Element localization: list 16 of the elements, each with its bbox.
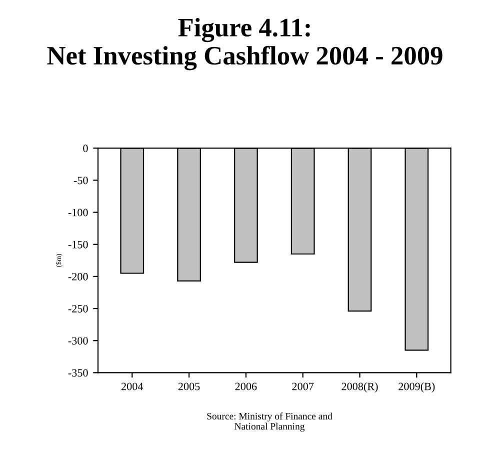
y-tick-label: -100 xyxy=(68,208,88,216)
y-tick-label: -50 xyxy=(74,176,88,184)
x-tick-label: 2009(B) xyxy=(398,382,435,392)
y-tick-label: -250 xyxy=(68,304,88,312)
chart-title: Figure 4.11: Net Investing Cashflow 2004 - 2009 xyxy=(47,18,442,70)
y-tick-label: -200 xyxy=(68,272,88,280)
x-tick-label: 2006 xyxy=(235,382,257,390)
y-tick-label: -300 xyxy=(68,337,88,345)
source-note: Source: Ministry of Finance and National Planning xyxy=(207,412,332,432)
x-tick-label: 2007 xyxy=(292,382,314,390)
x-tick-label: 2004 xyxy=(122,382,144,390)
x-tick-label: 2005 xyxy=(178,382,200,390)
y-tick-label: -350 xyxy=(68,369,88,377)
x-tick-label: 2008(R) xyxy=(342,382,378,392)
y-tick-label: 0 xyxy=(83,144,88,152)
y-tick-label: -150 xyxy=(68,240,88,248)
